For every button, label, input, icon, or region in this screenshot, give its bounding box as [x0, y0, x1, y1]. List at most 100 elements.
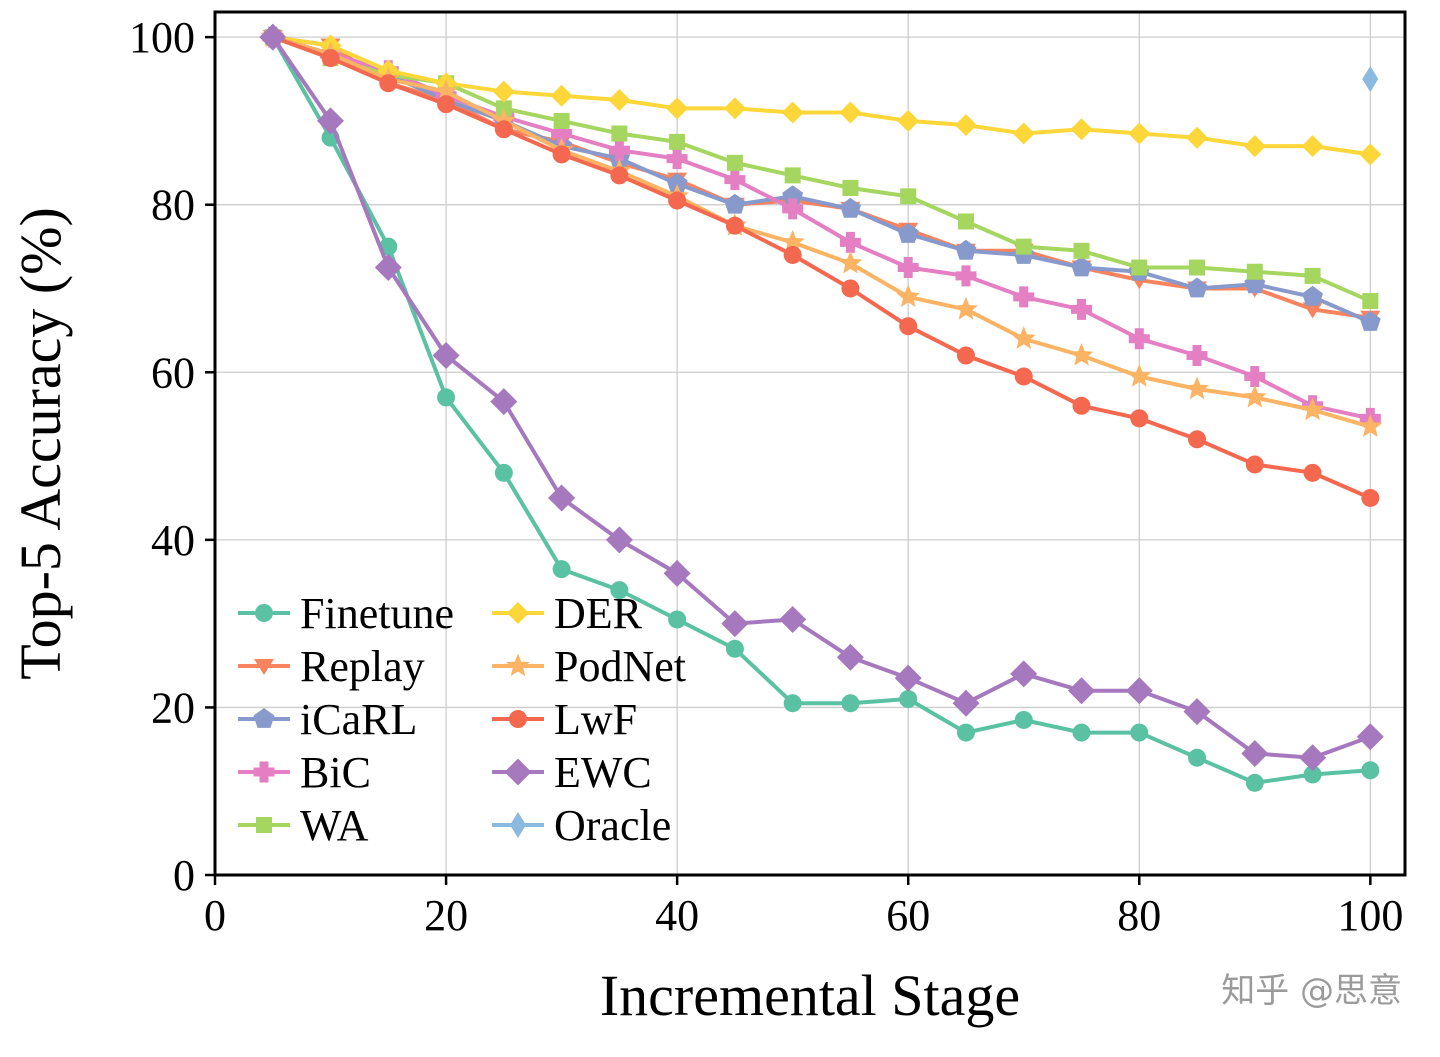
marker-BiC: [897, 257, 919, 278]
marker-LwF: [956, 346, 975, 365]
marker-DER: [723, 97, 746, 120]
marker-iCaRL: [782, 185, 804, 206]
marker-DER: [839, 101, 862, 124]
legend-marker-Oracle: [510, 812, 526, 838]
marker-EWC: [1356, 723, 1384, 751]
marker-LwF: [725, 216, 744, 235]
legend-entry-EWC[interactable]: EWC: [492, 748, 652, 797]
marker-PodNet: [954, 296, 978, 320]
marker-WA: [669, 133, 686, 150]
marker-LwF: [437, 95, 456, 114]
marker-LwF: [1014, 367, 1033, 386]
marker-WA: [726, 154, 743, 171]
marker-EWC: [894, 664, 922, 692]
marker-BiC: [1128, 328, 1150, 350]
legend-marker-BiC: [253, 761, 275, 783]
marker-EWC: [1183, 698, 1211, 726]
legend-marker-LwF: [509, 710, 527, 728]
legend-entry-iCaRL[interactable]: iCaRL: [238, 695, 417, 744]
marker-LwF: [1245, 455, 1264, 474]
series-line-Replay: [270, 35, 1373, 320]
marker-WA: [842, 179, 859, 196]
legend-entry-Replay[interactable]: Replay: [238, 642, 425, 691]
legend-entry-PodNet[interactable]: PodNet: [492, 642, 686, 691]
legend-entry-BiC[interactable]: BiC: [238, 748, 371, 797]
marker-WA: [553, 112, 570, 129]
marker-WA: [957, 213, 974, 230]
marker-WA: [495, 100, 512, 117]
legend-marker-Finetune: [255, 604, 273, 622]
legend-entry-LwF[interactable]: LwF: [492, 695, 637, 744]
marker-DER: [1243, 135, 1266, 158]
marker-PodNet: [838, 250, 863, 274]
marker-EWC: [779, 606, 807, 633]
marker-BiC: [1186, 345, 1208, 366]
marker-EWC: [1068, 677, 1095, 705]
series-line-LwF: [270, 35, 1373, 500]
legend-marker-iCaRL: [253, 708, 275, 728]
marker-EWC: [1241, 740, 1269, 767]
legend-label-Oracle: Oracle: [554, 801, 671, 850]
marker-WA: [1189, 259, 1206, 276]
marker-DER: [897, 109, 920, 132]
marker-LwF: [1130, 409, 1149, 428]
marker-DER: [781, 101, 804, 124]
marker-LwF: [1303, 463, 1322, 482]
marker-WA: [784, 167, 801, 184]
x-tick-label: 0: [204, 891, 226, 940]
marker-iCaRL: [724, 193, 746, 214]
marker-EWC: [1010, 660, 1038, 688]
marker-BiC: [666, 148, 688, 170]
marker-DER: [1301, 135, 1324, 158]
x-tick-label: 100: [1337, 891, 1403, 940]
marker-BiC: [1244, 366, 1266, 387]
marker-DER: [1070, 118, 1093, 141]
series-line-WA: [270, 35, 1373, 304]
legend-entry-WA[interactable]: WA: [238, 801, 369, 850]
marker-BiC: [1013, 286, 1035, 308]
legend-label-EWC: EWC: [554, 748, 652, 797]
y-tick-label: 80: [151, 181, 195, 230]
marker-DER: [1012, 122, 1035, 145]
marker-iCaRL: [897, 223, 919, 243]
marker-LwF: [321, 49, 340, 68]
marker-BiC: [955, 265, 977, 287]
marker-DER: [1186, 126, 1208, 149]
marker-WA: [900, 188, 917, 205]
legend-entry-DER[interactable]: DER: [492, 589, 643, 638]
marker-Finetune: [783, 694, 802, 713]
marker-DER: [608, 89, 631, 111]
marker-WA: [1246, 263, 1263, 280]
marker-BiC: [608, 139, 630, 161]
marker-WA: [1015, 238, 1032, 255]
marker-Finetune: [610, 581, 629, 600]
marker-EWC: [836, 643, 864, 671]
marker-LwF: [841, 279, 860, 298]
marker-Finetune: [1303, 765, 1322, 784]
marker-PodNet: [1242, 384, 1267, 408]
marker-DER: [955, 114, 977, 137]
marker-EWC: [374, 254, 402, 281]
marker-PodNet: [434, 79, 458, 102]
marker-Finetune: [899, 690, 918, 709]
marker-Finetune: [1188, 748, 1207, 767]
plot-frame: [213, 10, 1407, 877]
legend-label-LwF: LwF: [554, 695, 637, 744]
marker-EWC: [605, 526, 633, 554]
marker-EWC: [490, 388, 518, 416]
legend-entry-Oracle[interactable]: Oracle: [492, 801, 671, 850]
x-tick-label: 20: [424, 891, 468, 940]
marker-DER: [1359, 143, 1382, 166]
marker-EWC: [548, 484, 576, 512]
marker-Finetune: [1245, 773, 1264, 792]
marker-iCaRL: [1302, 285, 1323, 306]
marker-iCaRL: [1071, 256, 1092, 277]
legend-entry-Finetune[interactable]: Finetune: [238, 589, 454, 638]
marker-PodNet: [1011, 326, 1036, 349]
marker-PodNet: [780, 229, 805, 253]
marker-LwF: [899, 317, 918, 336]
marker-Oracle: [1362, 66, 1379, 92]
marker-WA: [1362, 293, 1379, 310]
marker-LwF: [379, 74, 398, 93]
